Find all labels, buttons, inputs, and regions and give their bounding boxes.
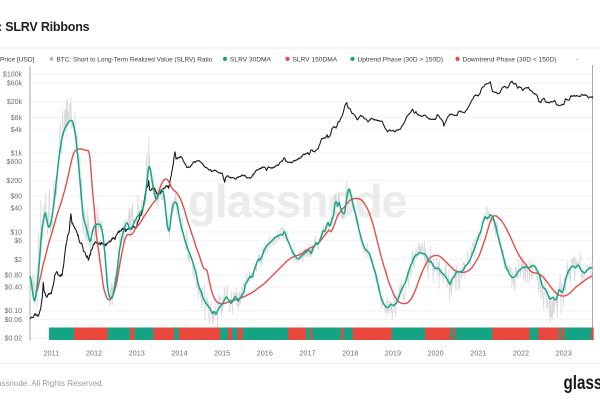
svg-text:: SLRV Ribbons: : SLRV Ribbons [0, 20, 90, 34]
svg-text:$100k: $100k [3, 72, 23, 79]
svg-text:$0.80: $0.80 [4, 273, 22, 280]
svg-text:Price [USD]: Price [USD] [0, 56, 35, 63]
svg-text:$600: $600 [6, 159, 22, 166]
svg-text:$0.40: $0.40 [4, 284, 22, 291]
svg-text:$10: $10 [10, 229, 22, 236]
svg-text:2017: 2017 [299, 349, 315, 358]
svg-text:SLRV 150DMA: SLRV 150DMA [293, 56, 338, 63]
svg-text:-: - [576, 56, 579, 63]
svg-text:$40: $40 [10, 206, 22, 213]
svg-text:2020: 2020 [427, 349, 443, 358]
svg-text:2016: 2016 [257, 349, 273, 358]
svg-text:$4k: $4k [11, 127, 23, 134]
svg-text:2022: 2022 [513, 349, 529, 358]
svg-text:Uptrend Phase (30D > 150D): Uptrend Phase (30D > 150D) [358, 56, 444, 63]
svg-text:$0.06: $0.06 [4, 317, 22, 324]
svg-text:$6: $6 [14, 238, 22, 245]
svg-text:BTC: Short to Long-Term Realiz: BTC: Short to Long-Term Realized Value (… [57, 56, 213, 63]
svg-text:$60k: $60k [7, 80, 23, 87]
svg-text:$0.02: $0.02 [4, 336, 22, 343]
svg-text:$2: $2 [14, 257, 22, 264]
svg-text:2013: 2013 [129, 349, 145, 358]
svg-text:2014: 2014 [171, 349, 187, 358]
svg-text:Downtrend Phase (30D < 150D): Downtrend Phase (30D < 150D) [463, 56, 557, 63]
svg-text:SLRV 30DMA: SLRV 30DMA [230, 56, 272, 63]
svg-text:assnode. All Rights Reserved.: assnode. All Rights Reserved. [0, 379, 104, 388]
svg-text:2012: 2012 [86, 349, 102, 358]
svg-text:glass: glass [564, 371, 600, 393]
svg-text:$20k: $20k [7, 99, 23, 106]
svg-text:$200: $200 [6, 178, 22, 185]
svg-text:2011: 2011 [43, 349, 59, 358]
svg-text:2023: 2023 [556, 349, 572, 358]
svg-text:2019: 2019 [385, 349, 401, 358]
svg-text:2015: 2015 [214, 349, 230, 358]
svg-text:$0.10: $0.10 [4, 308, 22, 315]
svg-text:2021: 2021 [470, 349, 486, 358]
svg-text:$1k: $1k [11, 151, 23, 158]
svg-text:2018: 2018 [342, 349, 358, 358]
svg-text:$80: $80 [10, 194, 22, 201]
svg-text:$8k: $8k [11, 115, 23, 122]
svg-text:glassnode: glassnode [188, 175, 407, 227]
